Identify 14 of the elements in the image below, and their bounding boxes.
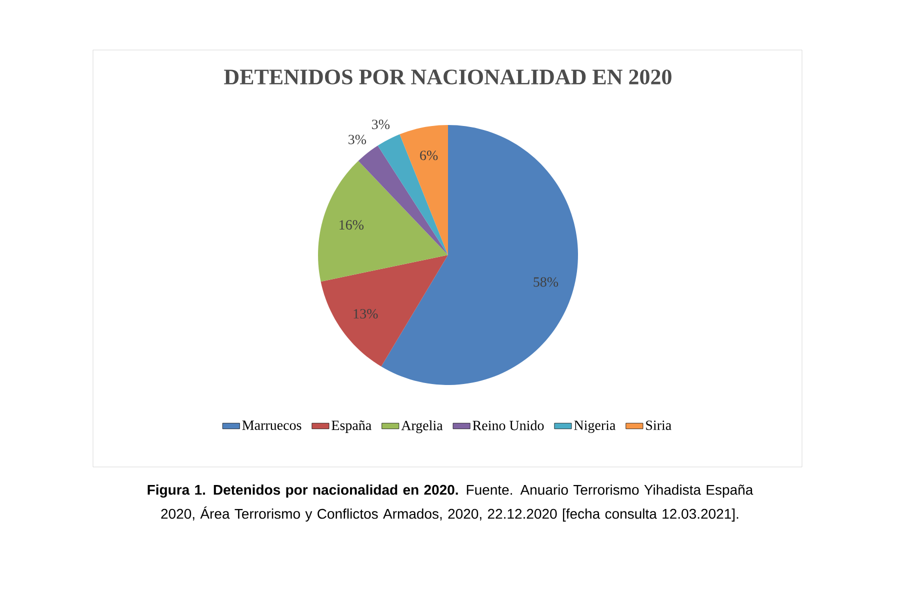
data-label: 58% bbox=[534, 277, 558, 287]
data-label: 3% bbox=[348, 134, 366, 144]
text: Figura 1. Detenidos por nacionalidad en 2020. Fuente. Anuario Terrorismo Yihadista España 2020, Área Terrorismo y Conflictos Armados, 2020, 22.12.2020 [fecha consulta 12.03.2021]. bbox=[148, 484, 754, 522]
data-label: 13% bbox=[354, 309, 378, 319]
legend-label: España bbox=[332, 420, 372, 433]
chart-title: DETENIDOS POR NACIONALIDAD EN 2020 bbox=[224, 70, 672, 84]
data-label: 6% bbox=[420, 150, 438, 160]
data-label: 3% bbox=[372, 120, 390, 130]
legend-label: Marruecos bbox=[242, 420, 302, 430]
legend-label: Nigeria bbox=[574, 420, 616, 433]
data-label: 16% bbox=[340, 220, 364, 230]
legend-label: Siria bbox=[646, 420, 672, 430]
legend-label: Argelia bbox=[401, 420, 443, 434]
legend-label: Reino Unido bbox=[472, 420, 544, 430]
